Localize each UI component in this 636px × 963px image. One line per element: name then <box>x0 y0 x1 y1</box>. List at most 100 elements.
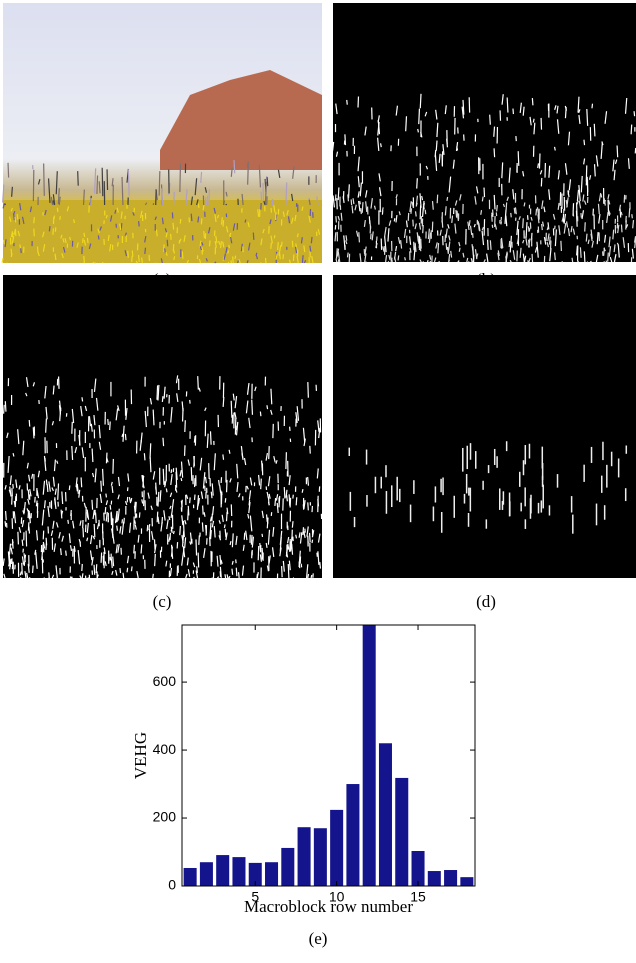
texture <box>179 163 182 192</box>
bar <box>248 862 262 886</box>
texture <box>86 237 89 244</box>
texture <box>60 509 63 519</box>
texture <box>426 260 429 263</box>
texture <box>201 522 204 532</box>
texture <box>332 195 335 208</box>
texture <box>149 398 153 405</box>
texture <box>143 490 145 507</box>
texture <box>405 116 408 132</box>
texture <box>242 544 245 551</box>
texture <box>267 496 270 506</box>
texture <box>195 539 198 556</box>
texture <box>578 109 581 114</box>
texture <box>166 519 169 530</box>
texture <box>133 544 136 554</box>
texture <box>127 473 130 482</box>
texture <box>230 167 233 177</box>
texture <box>525 222 528 239</box>
texture <box>549 248 552 262</box>
texture <box>317 551 320 565</box>
texture <box>209 530 212 540</box>
texture <box>404 257 406 261</box>
texture <box>422 224 424 234</box>
texture <box>80 405 83 417</box>
texture <box>7 551 10 564</box>
texture <box>93 523 96 538</box>
texture <box>454 223 457 234</box>
texture <box>225 191 228 197</box>
texture <box>236 463 239 479</box>
texture <box>114 209 117 214</box>
texture <box>567 190 570 198</box>
texture <box>285 551 289 558</box>
texture <box>255 255 259 260</box>
texture <box>59 548 62 556</box>
texture <box>32 382 36 387</box>
texture <box>270 409 273 415</box>
texture <box>346 99 348 105</box>
texture <box>69 576 72 579</box>
bar <box>232 857 246 886</box>
texture <box>537 163 540 169</box>
texture <box>576 189 580 202</box>
texture <box>166 239 169 247</box>
texture <box>17 230 21 237</box>
texture <box>527 260 529 263</box>
texture <box>279 530 283 545</box>
texture <box>59 407 62 422</box>
texture <box>420 239 422 249</box>
texture <box>170 469 173 474</box>
image-b <box>333 3 636 262</box>
texture <box>583 139 586 146</box>
texture <box>335 216 338 223</box>
texture <box>568 179 572 191</box>
texture <box>109 215 113 222</box>
texture <box>337 251 341 263</box>
texture <box>72 520 75 529</box>
texture <box>117 508 120 521</box>
texture <box>467 221 470 230</box>
texture <box>450 250 453 258</box>
texture <box>58 531 61 539</box>
texture <box>198 387 201 392</box>
texture <box>8 489 12 494</box>
texture <box>411 201 415 209</box>
texture <box>218 240 221 245</box>
texture <box>466 257 469 263</box>
texture <box>27 563 30 573</box>
texture <box>223 253 227 260</box>
texture <box>54 253 57 261</box>
texture <box>393 251 397 260</box>
bar <box>281 847 295 886</box>
texture <box>31 565 34 574</box>
texture <box>345 240 348 245</box>
texture <box>522 253 525 263</box>
texture <box>45 542 48 551</box>
texture <box>226 574 229 579</box>
texture <box>204 196 207 203</box>
texture <box>84 405 88 412</box>
texture <box>282 560 285 572</box>
texture <box>552 213 556 220</box>
bar <box>297 827 311 886</box>
texture <box>165 488 168 493</box>
texture <box>137 221 140 227</box>
texture <box>126 567 129 573</box>
texture <box>46 484 49 493</box>
texture <box>270 235 273 244</box>
texture <box>337 215 341 221</box>
texture <box>523 255 527 263</box>
texture <box>257 209 260 217</box>
texture <box>4 511 7 521</box>
texture <box>186 259 190 264</box>
texture <box>110 481 113 486</box>
texture <box>576 200 579 205</box>
texture <box>222 396 225 407</box>
texture <box>522 218 524 229</box>
texture <box>603 199 607 205</box>
texture <box>446 138 449 148</box>
texture <box>359 182 362 197</box>
texture <box>22 510 25 515</box>
texture <box>238 258 241 264</box>
texture <box>164 482 166 488</box>
